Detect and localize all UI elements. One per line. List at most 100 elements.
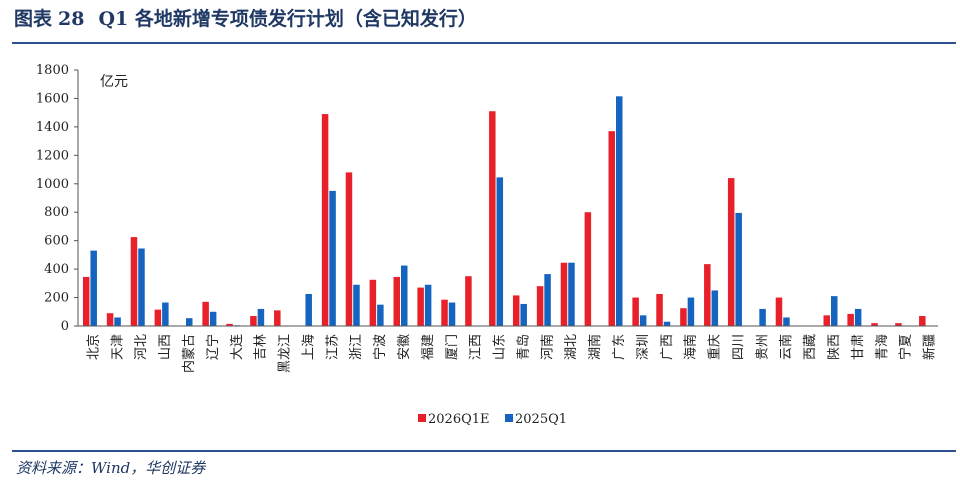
bar-2025Q1-内蒙古 (186, 318, 193, 326)
bar-2026Q1E-黑龙江 (274, 310, 281, 326)
bar-2026Q1E-重庆 (704, 264, 711, 326)
x-tick-label: 福建 (421, 334, 436, 360)
bar-2026Q1E-河北 (130, 237, 138, 326)
bar-2025Q1-山西 (162, 302, 169, 326)
bar-2026Q1E-深圳 (632, 297, 639, 326)
x-tick-label: 吉林 (254, 334, 269, 360)
bar-2025Q1-广东 (616, 96, 623, 326)
x-tick-label: 深圳 (636, 334, 651, 360)
bar-2025Q1-北京 (90, 250, 97, 326)
bar-2025Q1-辽宁 (209, 311, 217, 326)
bar-2026Q1E-四川 (727, 178, 735, 326)
x-tick-label: 山东 (493, 334, 508, 360)
bar-2026Q1E-新疆 (919, 316, 926, 326)
y-tick-label: 0 (61, 319, 69, 334)
y-tick-label: 1800 (36, 63, 69, 78)
bar-2025Q1-深圳 (639, 315, 647, 326)
bar-2025Q1-江苏 (329, 190, 336, 326)
bar-2026Q1E-江苏 (321, 114, 329, 326)
legend-swatch-2026Q1E (418, 414, 426, 422)
x-tick-label: 云南 (778, 334, 794, 360)
bar-2025Q1-吉林 (257, 308, 265, 326)
bar-2025Q1-浙江 (353, 284, 360, 326)
bar-2026Q1E-江西 (465, 276, 472, 326)
bar-2026Q1E-海南 (680, 308, 687, 326)
footer-rule (12, 450, 956, 452)
bar-2026Q1E-山东 (489, 111, 496, 326)
bar-2025Q1-安徽 (401, 265, 408, 326)
bar-2026Q1E-北京 (82, 276, 90, 326)
x-tick-label: 广东 (612, 334, 627, 360)
x-tick-label: 上海 (301, 334, 316, 360)
y-tick-label: 800 (44, 205, 69, 220)
bar-2026Q1E-青岛 (512, 295, 520, 326)
bar-2025Q1-云南 (783, 317, 790, 326)
bar-2025Q1-宁波 (377, 304, 384, 326)
bar-2026Q1E-河南 (536, 286, 544, 326)
x-tick-label: 江西 (469, 334, 484, 360)
bar-2025Q1-福建 (424, 284, 432, 326)
bar-2025Q1-青岛 (520, 303, 527, 326)
bar-2026Q1E-湖北 (560, 262, 568, 326)
bar-2026Q1E-宁波 (369, 279, 377, 326)
x-tick-label: 浙江 (349, 334, 364, 360)
x-tick-label: 山西 (158, 334, 173, 360)
bar-2026Q1E-宁夏 (895, 323, 902, 326)
bar-2026Q1E-安徽 (393, 276, 400, 326)
x-tick-label: 大连 (229, 334, 245, 360)
x-tick-label: 河南 (539, 334, 555, 360)
x-tick-label: 贵州 (755, 334, 770, 360)
y-tick-label: 1400 (36, 120, 69, 135)
bar-2026Q1E-天津 (106, 313, 114, 326)
y-tick-label: 200 (44, 291, 69, 306)
y-tick-label: 400 (44, 262, 69, 277)
legend-label-2025Q1: 2025Q1 (515, 412, 567, 427)
x-tick-label: 海南 (683, 334, 699, 360)
x-tick-label: 厦门 (445, 334, 460, 360)
x-tick-label: 广西 (660, 334, 675, 360)
x-tick-label: 宁波 (372, 334, 388, 360)
legend-swatch-2025Q1 (505, 414, 513, 422)
bar-2025Q1-上海 (305, 294, 312, 326)
bar-2025Q1-四川 (735, 212, 742, 326)
y-tick-label: 1600 (36, 91, 69, 106)
bar-2026Q1E-甘肃 (847, 313, 854, 326)
x-tick-label: 陕西 (827, 334, 842, 360)
y-axis-unit: 亿元 (100, 74, 128, 90)
bar-2026Q1E-青海 (871, 323, 878, 326)
x-tick-label: 甘肃 (851, 334, 866, 360)
bar-2026Q1E-陕西 (823, 315, 830, 326)
bar-2026Q1E-广东 (608, 131, 615, 326)
bar-2025Q1-海南 (687, 297, 695, 326)
bar-2025Q1-重庆 (711, 290, 719, 326)
bar-2026Q1E-云南 (775, 297, 783, 326)
bar-2026Q1E-山西 (154, 309, 162, 326)
legend-label-2026Q1E: 2026Q1E (428, 412, 490, 427)
bar-2025Q1-山东 (496, 177, 504, 326)
y-tick-label: 1000 (36, 177, 69, 192)
y-tick-label: 600 (44, 234, 69, 249)
bar-2025Q1-广西 (663, 321, 671, 326)
bar-2025Q1-湖北 (568, 262, 575, 326)
bar-2025Q1-陕西 (831, 296, 838, 326)
x-tick-label: 内蒙古 (181, 334, 197, 373)
y-tick-label: 1200 (36, 148, 69, 163)
x-tick-label: 四川 (731, 334, 746, 360)
x-tick-label: 湖北 (564, 334, 579, 360)
header-rule (12, 42, 956, 44)
bar-2026Q1E-辽宁 (202, 301, 209, 326)
x-tick-label: 天津 (110, 334, 125, 360)
bar-2025Q1-河北 (138, 248, 145, 326)
bar-2026Q1E-厦门 (441, 299, 448, 326)
bar-2026Q1E-广西 (656, 294, 663, 326)
x-tick-label: 重庆 (707, 334, 723, 360)
figure-number: 28 (58, 8, 85, 30)
x-tick-label: 辽宁 (205, 334, 221, 360)
bar-2026Q1E-大连 (226, 323, 233, 326)
bar-2025Q1-河南 (544, 274, 551, 326)
bar-2026Q1E-吉林 (250, 316, 257, 326)
x-tick-label: 黑龙江 (278, 334, 293, 373)
x-tick-label: 江苏 (324, 334, 340, 360)
bar-2025Q1-甘肃 (854, 308, 862, 326)
